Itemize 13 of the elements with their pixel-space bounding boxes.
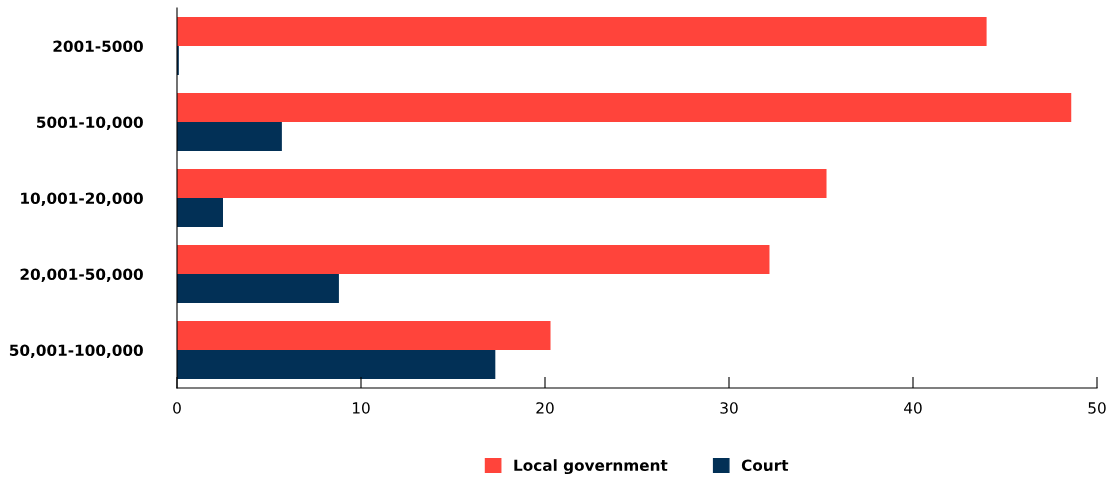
y-tick-label: 10,001-20,000 [21, 192, 143, 206]
x-tick-label: 10 [352, 402, 370, 414]
y-tick-label: 50,001-100,000 [9, 344, 143, 358]
legend-label: Local government [514, 459, 668, 475]
x-tick-label: 40 [904, 402, 922, 414]
x-tick-label: 0 [173, 402, 181, 414]
y-tick-label: 5001-10,000 [37, 116, 143, 130]
y-tick-label: 20,001-50,000 [20, 268, 143, 282]
x-tick-label: 30 [720, 402, 738, 414]
legend-label: Court [741, 459, 789, 472]
x-tick-label: 50 [1088, 402, 1106, 414]
y-tick-label: 2001-5000 [53, 40, 143, 53]
x-tick-label: 20 [536, 402, 554, 414]
